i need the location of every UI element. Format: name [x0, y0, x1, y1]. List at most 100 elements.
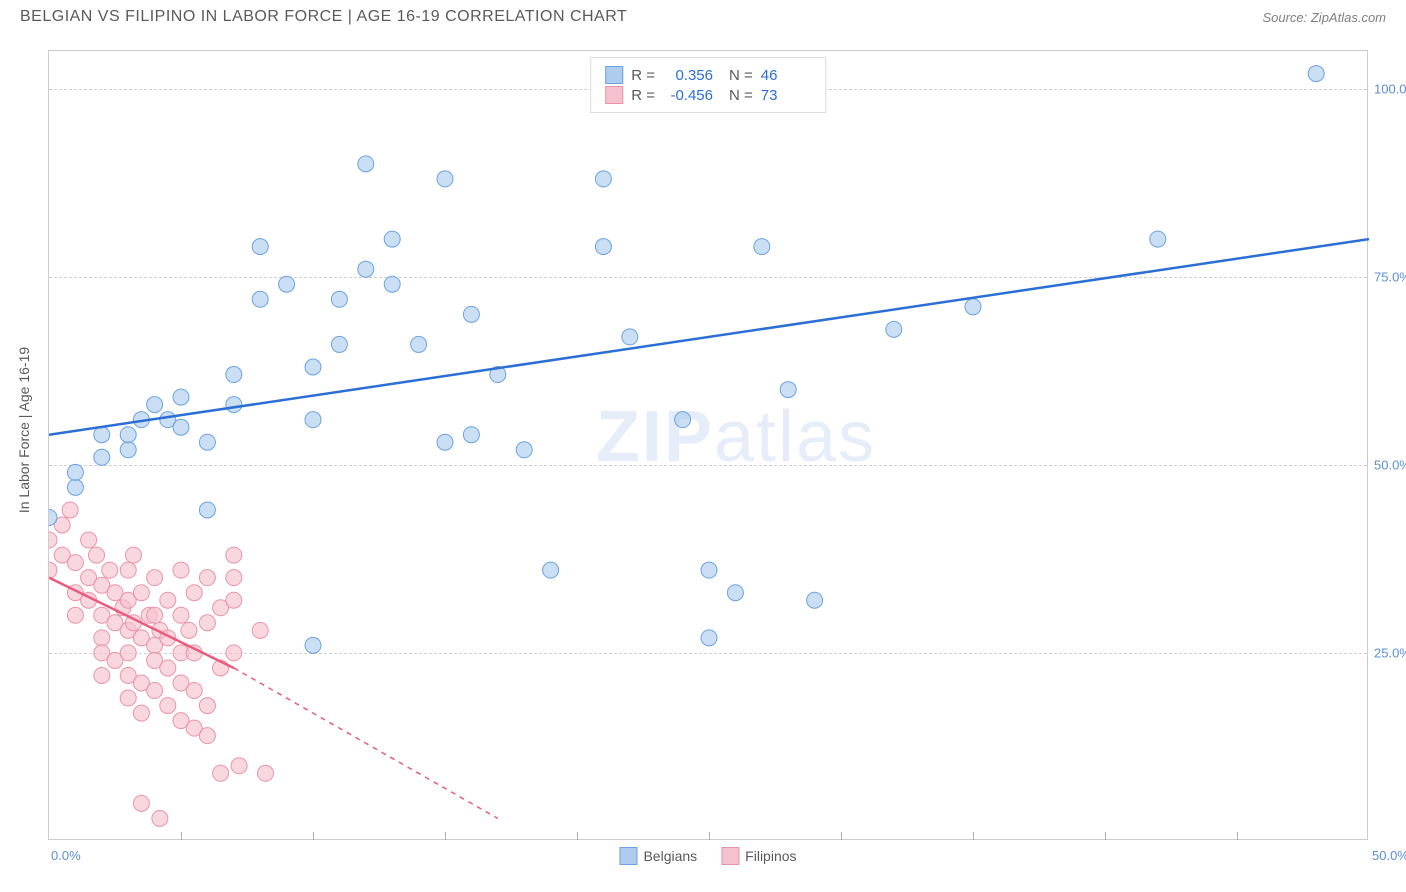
belgians-point — [516, 442, 532, 458]
legend-label: Filipinos — [745, 848, 796, 864]
filipinos-point — [252, 622, 268, 638]
scatter-plot — [49, 51, 1369, 841]
belgians-point — [331, 291, 347, 307]
belgians-point — [807, 592, 823, 608]
stats-row: R =-0.456N =73 — [605, 86, 811, 104]
legend-swatch — [605, 66, 623, 84]
filipinos-point — [199, 615, 215, 631]
chart-area: ZIPatlas 25.0%50.0%75.0%100.0% R =0.356N… — [48, 50, 1368, 840]
filipinos-point — [231, 758, 247, 774]
filipinos-point — [125, 547, 141, 563]
x-axis-label-right: 50.0% — [1372, 848, 1406, 863]
belgians-point — [358, 156, 374, 172]
stats-legend: R =0.356N =46R =-0.456N =73 — [590, 57, 826, 113]
belgians-point — [67, 479, 83, 495]
belgians-point — [226, 397, 242, 413]
belgians-point — [120, 427, 136, 443]
belgians-point — [965, 299, 981, 315]
belgians-point — [595, 171, 611, 187]
y-tick-label: 100.0% — [1374, 81, 1406, 96]
belgians-point — [279, 276, 295, 292]
legend-swatch — [605, 86, 623, 104]
filipinos-point — [181, 622, 197, 638]
belgians-point — [1150, 231, 1166, 247]
filipinos-point — [147, 570, 163, 586]
n-value: 73 — [761, 87, 811, 104]
source-label: Source: ZipAtlas.com — [1262, 10, 1386, 25]
belgians-point — [754, 239, 770, 255]
filipinos-point — [226, 547, 242, 563]
belgians-point — [463, 306, 479, 322]
x-axis-label-left: 0.0% — [51, 848, 81, 863]
belgians-point — [94, 427, 110, 443]
belgians-point — [331, 336, 347, 352]
belgians-point — [147, 397, 163, 413]
filipinos-point — [199, 570, 215, 586]
filipinos-point — [160, 660, 176, 676]
belgians-point — [701, 630, 717, 646]
filipinos-point — [147, 607, 163, 623]
filipinos-point — [226, 645, 242, 661]
filipinos-point — [94, 630, 110, 646]
filipinos-point — [49, 532, 57, 548]
belgians-point — [384, 276, 400, 292]
y-tick-label: 75.0% — [1374, 269, 1406, 284]
filipinos-point — [173, 607, 189, 623]
belgians-point — [120, 442, 136, 458]
filipinos-point — [226, 592, 242, 608]
filipinos-point — [94, 667, 110, 683]
bottom-legend: Belgians Filipinos — [619, 847, 796, 865]
filipinos-point — [133, 585, 149, 601]
belgians-point — [94, 449, 110, 465]
belgians-point — [1308, 66, 1324, 82]
filipinos-point — [62, 502, 78, 518]
stats-row: R =0.356N =46 — [605, 66, 811, 84]
belgians-point — [437, 434, 453, 450]
belgians-point — [727, 585, 743, 601]
belgians-point — [173, 389, 189, 405]
filipinos-point — [160, 592, 176, 608]
filipinos-point — [160, 698, 176, 714]
filipinos-point — [213, 765, 229, 781]
filipinos-point — [120, 562, 136, 578]
y-tick-label: 25.0% — [1374, 645, 1406, 660]
belgians-point — [67, 464, 83, 480]
n-value: 46 — [761, 67, 811, 84]
belgians-point — [252, 291, 268, 307]
filipinos-point — [89, 547, 105, 563]
belgians-point — [463, 427, 479, 443]
n-label: N = — [729, 67, 753, 84]
belgians-point — [199, 434, 215, 450]
belgians-point — [543, 562, 559, 578]
belgians-point — [305, 412, 321, 428]
filipinos-point — [67, 555, 83, 571]
belgians-point — [305, 637, 321, 653]
filipinos-point — [133, 705, 149, 721]
belgians-point — [595, 239, 611, 255]
filipinos-point — [226, 570, 242, 586]
legend-item: Belgians — [619, 847, 697, 865]
filipinos-point — [152, 810, 168, 826]
y-tick-label: 50.0% — [1374, 457, 1406, 472]
belgians-point — [199, 502, 215, 518]
filipinos-point — [67, 607, 83, 623]
belgians-point — [675, 412, 691, 428]
page-header: BELGIAN VS FILIPINO IN LABOR FORCE | AGE… — [0, 0, 1406, 30]
belgians-point — [358, 261, 374, 277]
filipinos-trendline-dashed — [234, 668, 498, 818]
chart-title: BELGIAN VS FILIPINO IN LABOR FORCE | AGE… — [20, 8, 627, 26]
belgians-point — [252, 239, 268, 255]
filipinos-point — [173, 562, 189, 578]
filipinos-point — [186, 585, 202, 601]
filipinos-point — [81, 532, 97, 548]
legend-item: Filipinos — [721, 847, 796, 865]
belgians-point — [226, 367, 242, 383]
filipinos-point — [257, 765, 273, 781]
filipinos-point — [102, 562, 118, 578]
belgians-point — [384, 231, 400, 247]
r-label: R = — [631, 87, 655, 104]
belgians-point — [780, 382, 796, 398]
belgians-point — [622, 329, 638, 345]
belgians-trendline — [49, 239, 1369, 435]
belgians-point — [305, 359, 321, 375]
